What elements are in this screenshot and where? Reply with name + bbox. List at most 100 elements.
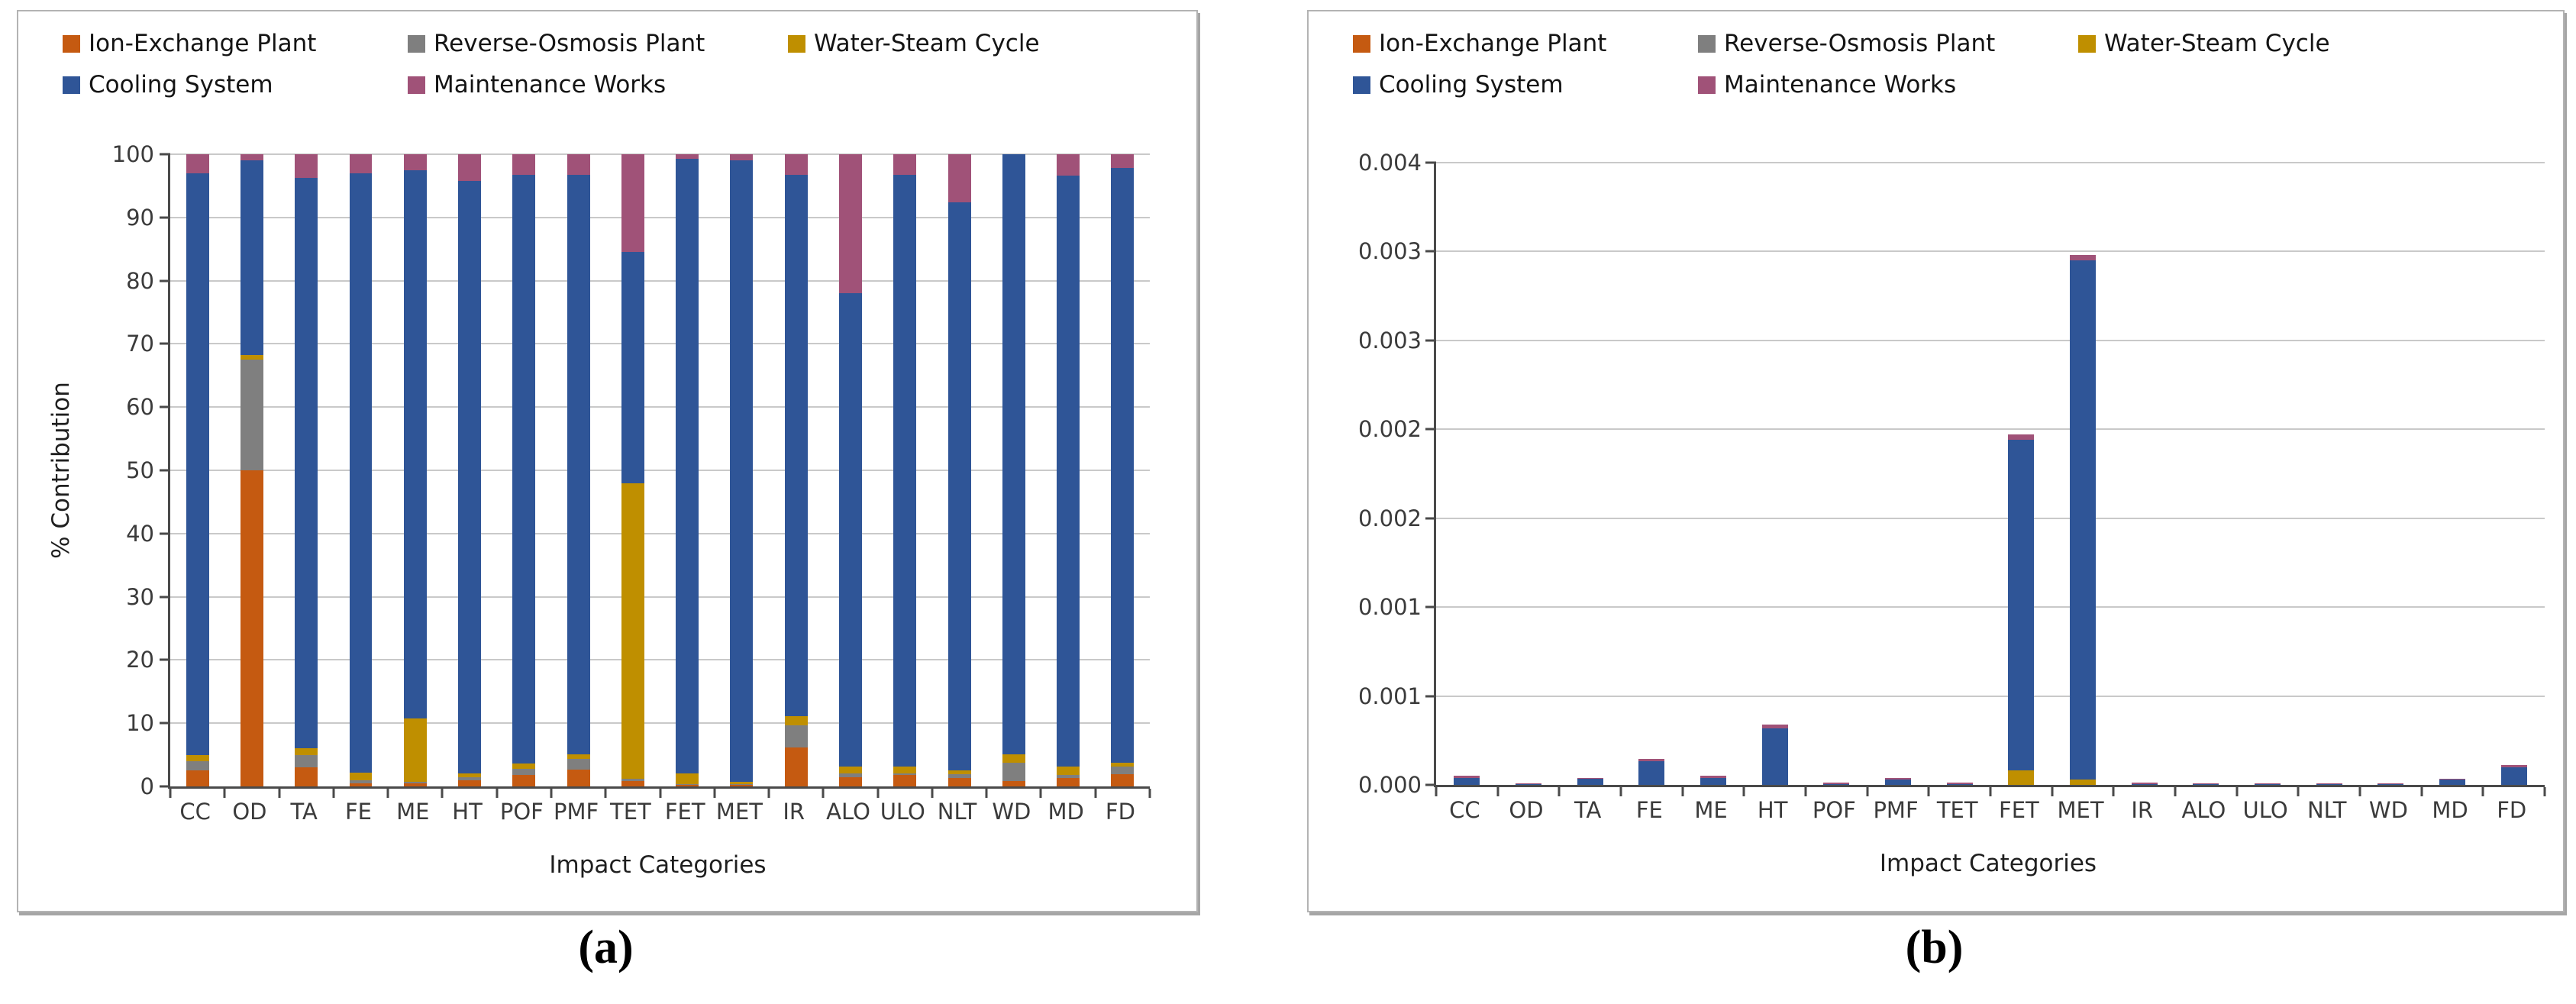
bar-segment xyxy=(1002,754,1025,763)
x-tick-label: ULO xyxy=(880,799,925,825)
bar-segment xyxy=(349,772,373,780)
x-tick-mark xyxy=(1681,787,1684,796)
bar-slot xyxy=(442,154,496,786)
bar-segment xyxy=(1885,780,1911,785)
legend-swatch-icon xyxy=(63,76,80,94)
bar-segment xyxy=(621,252,644,483)
bar-slot xyxy=(1990,163,2052,785)
x-tick-label: FE xyxy=(1635,797,1663,823)
x-tick-label: PMF xyxy=(1873,797,1919,823)
x-tick-label: TET xyxy=(610,799,651,825)
gridline xyxy=(1436,339,2545,341)
bar-segment xyxy=(676,158,699,774)
bar-segment xyxy=(2008,770,2035,785)
bar-segment xyxy=(1577,778,1603,785)
x-tick-mark xyxy=(2112,787,2115,796)
legend-row: Ion-Exchange Plant Reverse-Osmosis Plant W… xyxy=(63,30,1040,57)
x-tick-mark xyxy=(2297,787,2300,796)
bar-segment xyxy=(2070,255,2096,261)
x-tick-mark xyxy=(386,789,389,798)
bar-segment xyxy=(295,754,318,768)
bar-segment xyxy=(2008,434,2035,441)
y-tick-mark xyxy=(160,216,170,219)
bar-slot xyxy=(1041,154,1096,786)
x-tick-label: FET xyxy=(664,799,705,825)
legend-item: Ion-Exchange Plant xyxy=(1353,30,1698,57)
bars xyxy=(1436,163,2545,785)
x-tick-label: ALO xyxy=(2181,797,2226,823)
x-tick-label: TET xyxy=(1936,797,1978,823)
x-tick-mark xyxy=(496,789,499,798)
bar-segment xyxy=(186,760,209,771)
y-tick-mark xyxy=(1425,250,1436,253)
bar-segment xyxy=(403,718,427,783)
bar-slot xyxy=(1867,163,1929,785)
x-tick-label: MD xyxy=(2432,797,2468,823)
y-axis-tick-labels: 0 10 20 30 40 50 60 70 80 90 100 xyxy=(18,141,154,799)
bar-ht xyxy=(458,154,482,786)
bar-segment xyxy=(1454,777,1480,785)
bar-ta xyxy=(295,154,318,786)
bar-slot xyxy=(1436,163,1498,785)
y-tick-label: 0.003 xyxy=(1357,327,1422,353)
bar-segment xyxy=(839,293,862,767)
y-tick-mark xyxy=(160,722,170,725)
bar-tet xyxy=(621,154,644,786)
bar-segment xyxy=(2439,780,2466,785)
legend-row: Cooling System Maintenance Works xyxy=(63,71,1040,98)
bar-slot xyxy=(388,154,442,786)
gridline xyxy=(1436,517,2545,519)
bar-segment xyxy=(1823,783,1850,785)
bar-segment xyxy=(947,778,971,786)
x-tick-mark xyxy=(1866,787,1869,796)
bar-segment xyxy=(349,783,373,786)
bar-segment xyxy=(1885,777,1911,780)
y-tick-mark xyxy=(160,658,170,661)
y-tick-mark xyxy=(160,279,170,282)
bar-segment xyxy=(512,768,536,776)
x-tick-mark xyxy=(1094,789,1097,798)
bar-segment xyxy=(240,160,263,355)
legend-label: Ion-Exchange Plant xyxy=(1379,30,1607,57)
bar-met xyxy=(730,153,754,786)
x-tick-label: ME xyxy=(1694,797,1728,823)
x-tick-label: OD xyxy=(232,799,267,825)
legend-label: Maintenance Works xyxy=(434,71,667,98)
bar-ir xyxy=(784,154,808,786)
legend-label: Cooling System xyxy=(89,71,273,98)
bar-segment xyxy=(567,754,590,759)
gridline xyxy=(170,596,1150,598)
bar-slot xyxy=(2113,163,2175,785)
subfigure-caption-b: (b) xyxy=(1905,922,1964,973)
y-tick-label: 60 xyxy=(126,394,154,421)
bar-fe xyxy=(349,154,373,786)
legend-swatch-icon xyxy=(1353,76,1370,94)
x-tick-label: ME xyxy=(396,799,430,825)
bar-segment xyxy=(621,779,644,781)
bar-segment xyxy=(784,747,808,786)
legend-label: Ion-Exchange Plant xyxy=(89,30,317,57)
bar-slot xyxy=(605,154,660,786)
x-tick-label: HT xyxy=(1757,797,1788,823)
x-tick-mark xyxy=(713,789,716,798)
gridline xyxy=(170,153,1150,155)
bar-slot xyxy=(2237,163,2299,785)
y-tick-mark xyxy=(160,405,170,408)
gridline xyxy=(170,532,1150,534)
bar-wd xyxy=(2377,163,2404,785)
bar-alo xyxy=(839,154,862,786)
bar-fd xyxy=(1111,154,1135,786)
bar-segment xyxy=(1761,728,1788,785)
legend-item: Maintenance Works xyxy=(408,71,788,98)
bar-segment xyxy=(1111,762,1135,767)
x-tick-mark xyxy=(659,789,661,798)
bar-slot xyxy=(878,154,932,786)
bar-segment xyxy=(1111,154,1135,169)
bar-segment xyxy=(784,716,808,725)
bar-segment xyxy=(839,154,862,294)
bar-slot xyxy=(2483,163,2545,785)
legend-item: Cooling System xyxy=(1353,71,1698,98)
y-tick-label: 0 xyxy=(140,773,154,799)
bar-segment xyxy=(295,748,318,755)
bar-segment xyxy=(2439,778,2466,780)
